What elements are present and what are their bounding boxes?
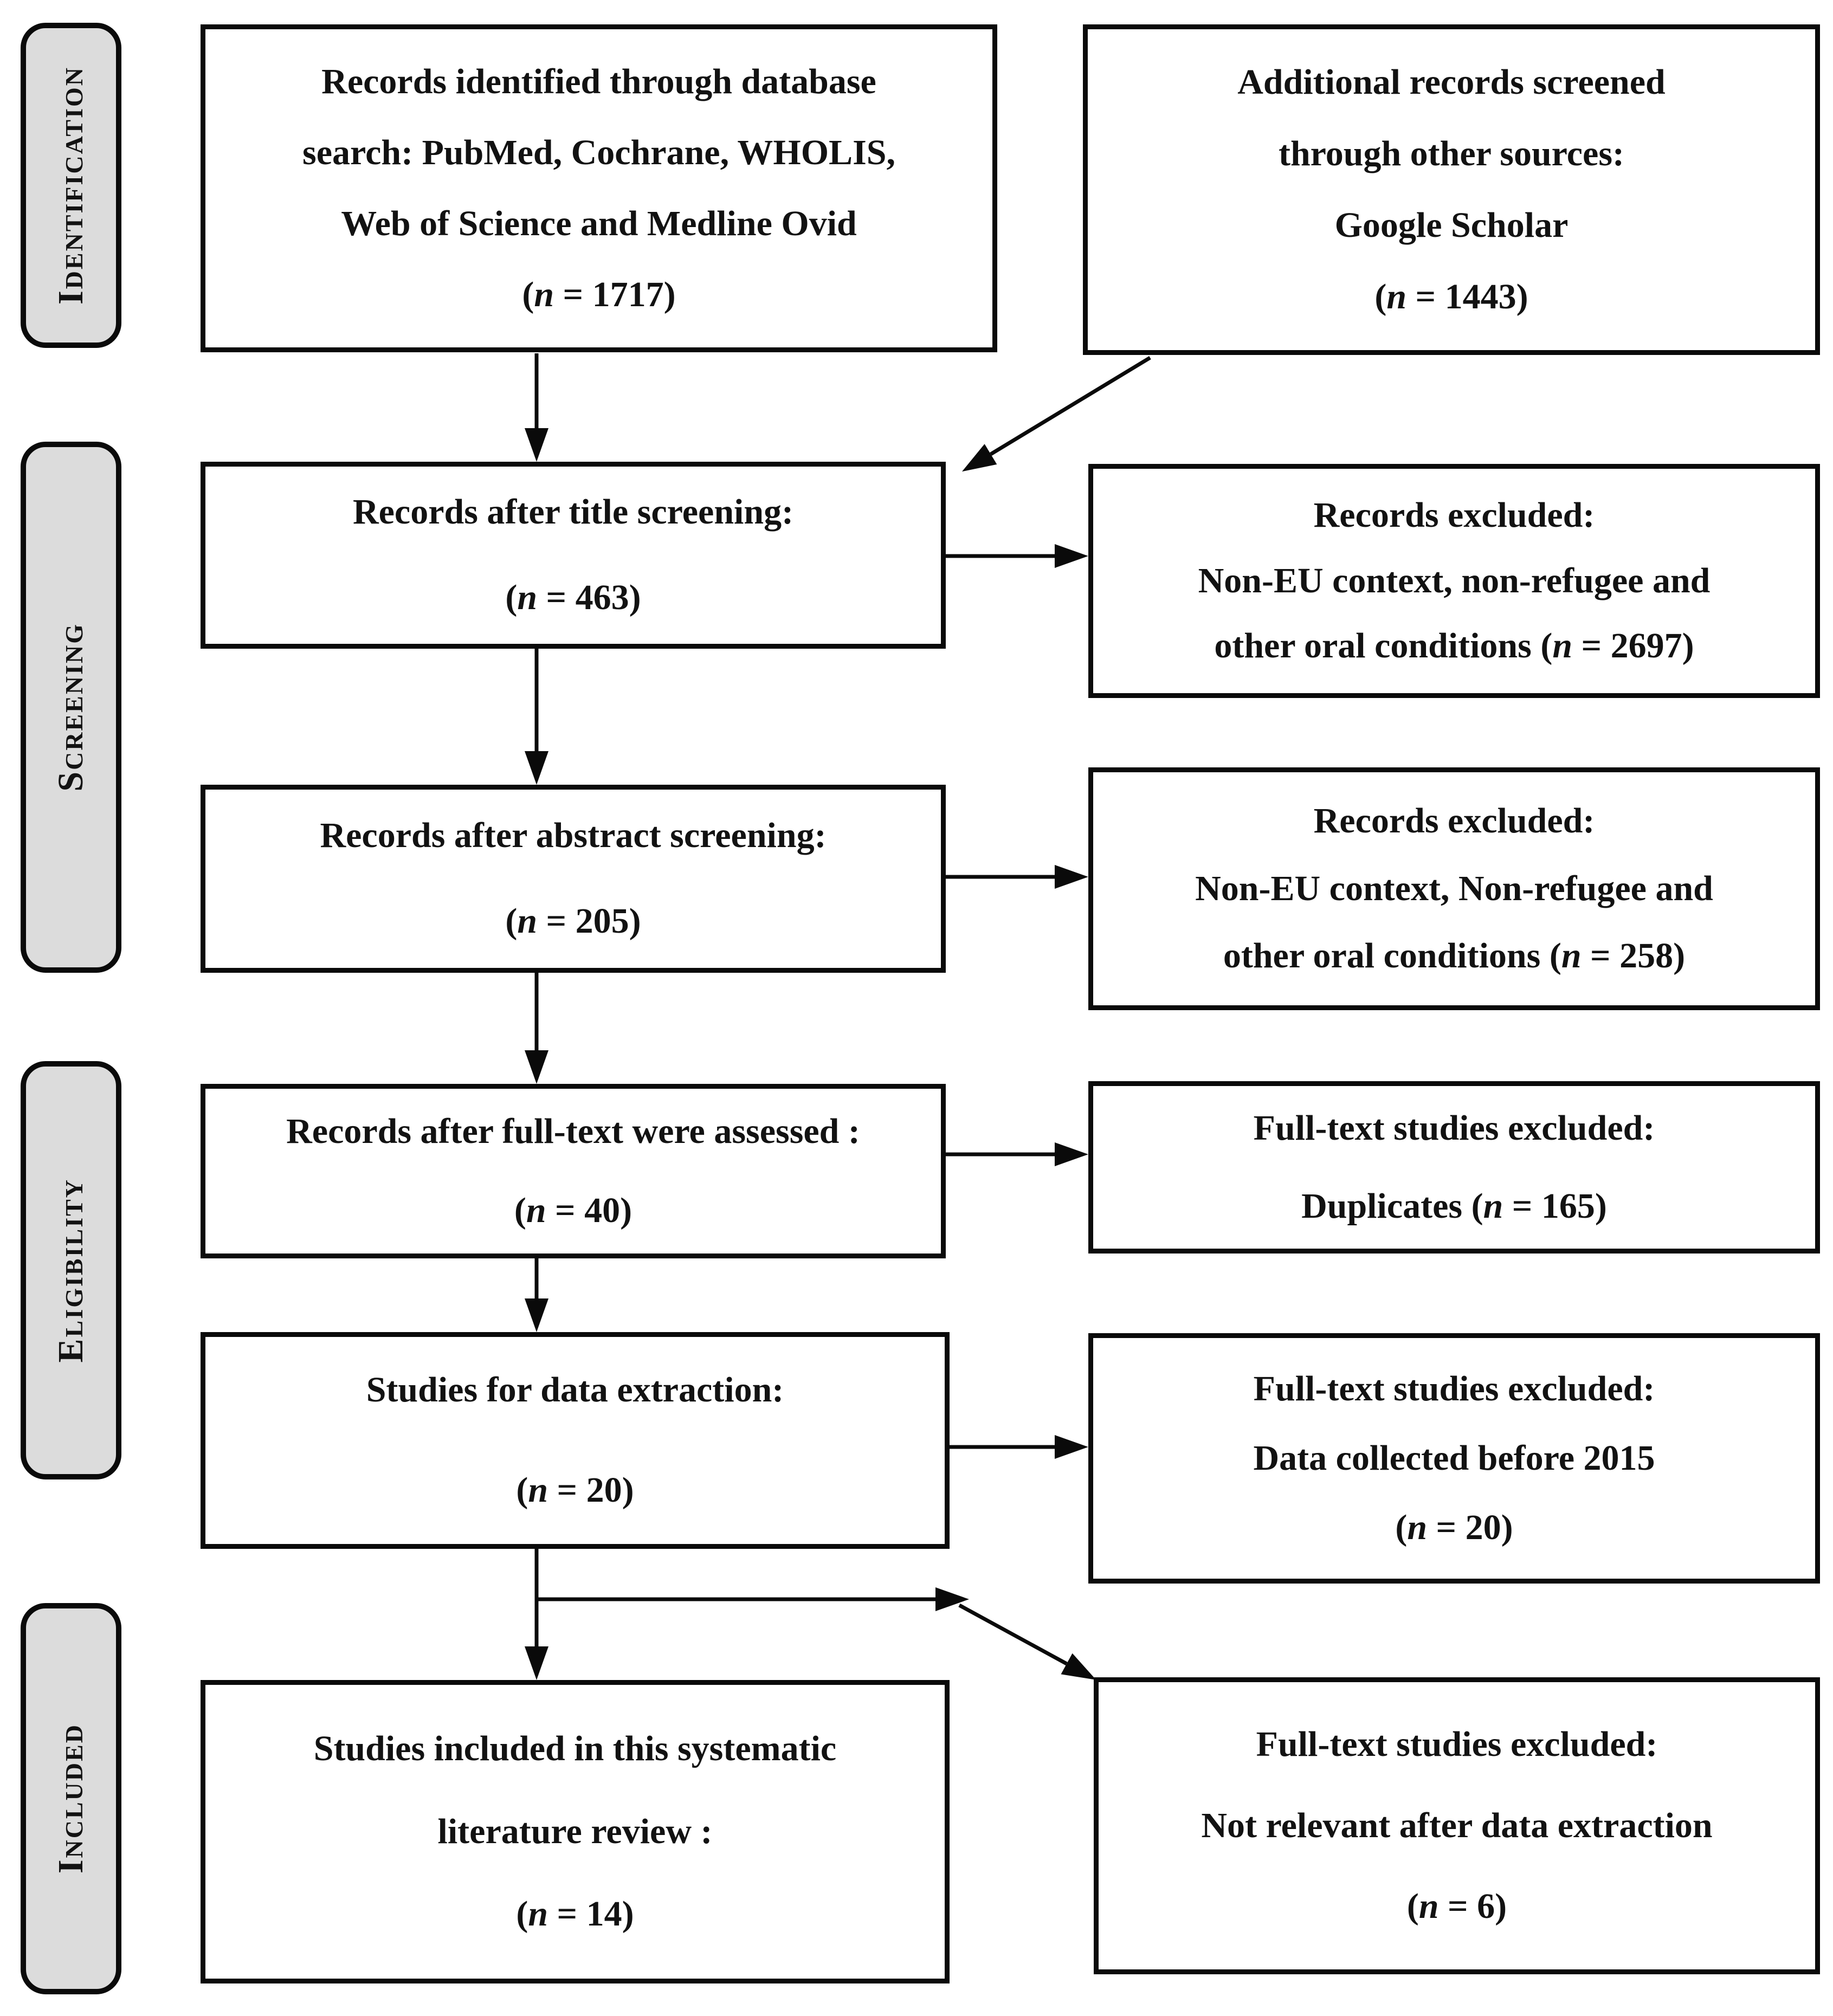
box-excluded-before-2015: Full-text studies excluded: Data collect… [1088,1333,1820,1584]
stage-pill-screening: Screening [21,442,121,973]
box-studies-included: Studies included in this systematic lite… [201,1680,950,1983]
box-count: (n = 1443) [1374,276,1528,316]
arrow-other-sources-to-title [961,356,1151,472]
box-title-screening: Records after title screening: (n = 463) [201,462,946,649]
box-excluded-title-screening: Records excluded: Non-EU context, non-re… [1088,464,1820,698]
box-line: Records identified through database [321,61,876,101]
box-excluded-duplicates: Full-text studies excluded: Duplicates (… [1088,1081,1820,1253]
box-additional-records: Additional records screened through othe… [1083,24,1820,355]
box-count: Duplicates (n = 165) [1301,1186,1607,1226]
box-count: other oral conditions (n = 2697) [1214,626,1694,666]
box-count: (n = 40) [514,1190,632,1230]
box-abstract-screening: Records after abstract screening: (n = 2… [201,785,946,973]
box-line: Data collected before 2015 [1253,1438,1655,1478]
box-line: through other sources: [1278,133,1625,173]
stage-pill-included: Included [21,1603,121,1994]
box-excluded-abstract-screening: Records excluded: Non-EU context, Non-re… [1088,767,1820,1010]
box-line: Non-EU context, Non-refugee and [1195,868,1713,908]
box-line: Studies included in this systematic [313,1729,837,1769]
box-data-extraction: Studies for data extraction: (n = 20) [201,1332,950,1549]
box-count: (n = 1717) [522,274,676,314]
box-line: Records after title screening: [352,492,794,532]
box-count: (n = 14) [516,1894,634,1934]
stage-pill-identification: Identification [21,23,121,348]
box-records-identified: Records identified through database sear… [201,24,997,352]
box-count: (n = 6) [1406,1886,1507,1927]
box-count: (n = 20) [1395,1507,1513,1547]
box-line: Records after full-text were assessed : [286,1111,860,1151]
stage-pill-eligibility: Eligibility [21,1061,121,1479]
box-line: Studies for data extraction: [366,1370,784,1410]
box-count: (n = 20) [516,1470,634,1510]
box-count: (n = 205) [505,901,641,941]
box-line: search: PubMed, Cochrane, WHOLIS, [302,132,895,172]
box-line: Google Scholar [1334,205,1569,245]
box-line: Records excluded: [1313,495,1595,535]
box-fulltext-assessed: Records after full-text were assessed : … [201,1084,946,1258]
box-line: literature review : [437,1811,713,1851]
box-line: Full-text studies excluded: [1253,1368,1655,1408]
box-line: Web of Science and Medline Ovid [341,203,857,243]
box-count: (n = 463) [505,577,641,617]
box-line: Records excluded: [1313,801,1595,841]
box-count: other oral conditions (n = 258) [1223,936,1686,976]
box-line: Full-text studies excluded: [1256,1724,1658,1765]
arrow-branch-to-not-relevant [958,1603,1096,1680]
box-line: Records after abstract screening: [320,815,827,855]
box-line: Not relevant after data extraction [1201,1805,1713,1845]
box-line: Full-text studies excluded: [1253,1108,1655,1148]
box-line: Non-EU context, non-refugee and [1198,560,1711,600]
box-line: Additional records screened [1237,62,1666,102]
box-excluded-not-relevant: Full-text studies excluded: Not relevant… [1094,1677,1820,1974]
